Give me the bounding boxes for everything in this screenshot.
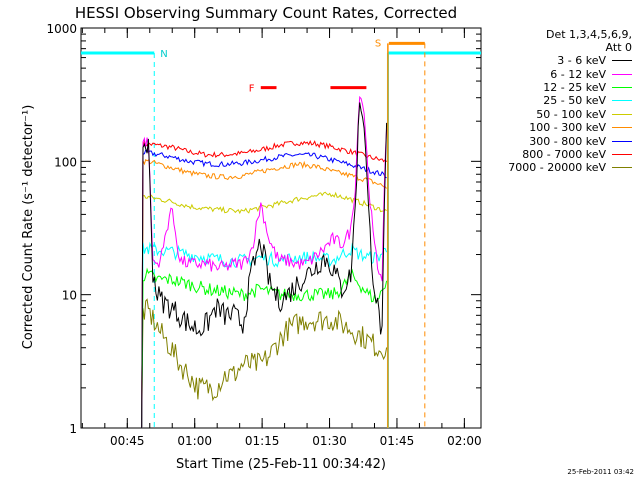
legend-item-label: 800 - 7000 keV — [522, 147, 606, 161]
y-tick-label: 10 — [62, 289, 77, 303]
legend-item: 100 - 300 keV — [482, 121, 632, 134]
saa-flag-label: S — [375, 38, 381, 49]
flare-flag-label: F — [249, 84, 255, 95]
y-tick-label: 100 — [54, 155, 77, 169]
y-tick-label: 1 — [69, 422, 77, 436]
legend-swatch — [612, 113, 632, 115]
x-axis: 00:45 01:00 01:15 01:30 01:45 02:00 — [81, 28, 482, 448]
y-axis: 1 10 100 1000 — [46, 22, 481, 436]
night-flag-label: N — [160, 49, 167, 60]
legend-swatch — [612, 100, 632, 102]
y-tick-label: 1000 — [46, 22, 77, 36]
plot-border — [80, 27, 482, 429]
legend-item: 12 - 25 keV — [482, 81, 632, 94]
legend-item-label: 12 - 25 keV — [543, 80, 606, 94]
legend-swatch — [612, 140, 632, 142]
legend-item-label: 25 - 50 keV — [543, 94, 606, 108]
series-line-800-7000keV — [141, 140, 387, 429]
series-line-6-12keV — [141, 95, 388, 429]
legend-item: 300 - 800 keV — [482, 134, 632, 148]
plot-frame — [80, 27, 482, 429]
legend-item: 7000 - 20000 keV — [482, 161, 632, 174]
y-axis-label: Corrected Count Rate (s⁻¹ detector⁻¹) — [21, 105, 36, 350]
timestamp: 25-Feb-2011 03:42 — [567, 468, 634, 476]
series-line-50-100keV — [141, 191, 387, 429]
x-tick-label: 00:45 — [110, 434, 145, 448]
x-tick-label: 01:15 — [245, 434, 280, 448]
legend-swatch — [612, 153, 632, 155]
legend-item-label: 3 - 6 keV — [557, 54, 606, 68]
series-line-25-50keV — [141, 241, 388, 429]
legend-item-label: 300 - 800 keV — [529, 134, 606, 148]
legend: Det 1,3,4,5,6,9, Att 0 3 - 6 keV 6 - 12 k… — [482, 28, 632, 175]
legend-swatch — [612, 86, 632, 88]
legend-item-label: 7000 - 20000 keV — [508, 161, 606, 175]
legend-item: 50 - 100 keV — [482, 108, 632, 121]
legend-item-label: 100 - 300 keV — [529, 121, 606, 135]
flag-markers: N F S — [81, 38, 481, 428]
x-tick-label: 01:30 — [312, 434, 347, 448]
legend-rows: 3 - 6 keV 6 - 12 keV 12 - 25 keV 25 - 50 ke… — [482, 54, 632, 175]
legend-header-line-2: Att 0 — [605, 41, 632, 54]
series-line-100-300keV — [141, 158, 387, 429]
series-line-300-800keV — [141, 149, 387, 429]
legend-item: 25 - 50 keV — [482, 94, 632, 107]
chart-title: HESSI Observing Summary Count Rates, Cor… — [75, 4, 457, 22]
legend-item: 3 - 6 keV — [482, 54, 632, 67]
legend-item-label: 50 - 100 keV — [536, 107, 606, 121]
legend-swatch — [612, 60, 632, 62]
series-line-12-25keV — [141, 267, 388, 429]
x-tick-label: 02:00 — [447, 434, 482, 448]
series-line-3-6keV — [141, 102, 388, 429]
legend-item: 6 - 12 keV — [482, 67, 632, 81]
legend-swatch — [612, 127, 632, 129]
x-tick-label: 01:00 — [177, 434, 212, 448]
legend-item: 800 - 7000 keV — [482, 148, 632, 161]
x-tick-label: 01:45 — [380, 434, 415, 448]
legend-header-line-1: Det 1,3,4,5,6,9, — [545, 28, 632, 41]
x-axis-label: Start Time (25-Feb-11 00:34:42) — [176, 457, 386, 472]
series-lines — [141, 95, 388, 429]
legend-swatch — [612, 167, 632, 169]
legend-item-label: 6 - 12 keV — [550, 67, 606, 81]
legend-swatch — [612, 73, 632, 75]
series-line-7000-20000keV — [141, 298, 388, 429]
